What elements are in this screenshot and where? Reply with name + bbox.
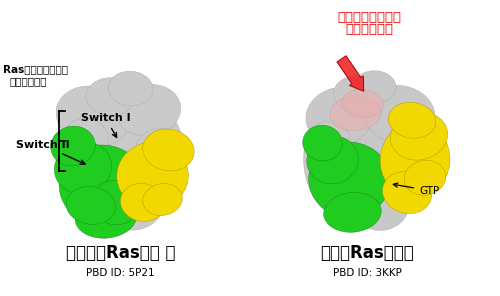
Ellipse shape xyxy=(56,86,186,230)
Ellipse shape xyxy=(54,142,112,194)
Text: Switch I: Switch I xyxy=(81,113,130,137)
Text: 結合する領域: 結合する領域 xyxy=(10,77,47,87)
Ellipse shape xyxy=(64,118,108,158)
Ellipse shape xyxy=(56,86,130,147)
Ellipse shape xyxy=(108,71,153,106)
Ellipse shape xyxy=(356,188,408,231)
Ellipse shape xyxy=(59,145,146,226)
Text: Rasが標的蛋白質と: Rasが標的蛋白質と xyxy=(4,64,68,74)
Ellipse shape xyxy=(142,184,182,215)
Text: ポケット構造: ポケット構造 xyxy=(346,22,394,36)
Ellipse shape xyxy=(302,125,343,161)
Ellipse shape xyxy=(307,136,358,184)
Ellipse shape xyxy=(386,129,433,167)
Ellipse shape xyxy=(117,142,188,210)
Ellipse shape xyxy=(304,88,431,228)
Ellipse shape xyxy=(50,126,96,166)
Ellipse shape xyxy=(309,121,350,159)
Ellipse shape xyxy=(136,128,186,168)
Ellipse shape xyxy=(116,84,180,136)
Ellipse shape xyxy=(380,121,450,199)
Ellipse shape xyxy=(308,142,390,217)
Text: ＜既存のRas構造 ＞: ＜既存のRas構造 ＞ xyxy=(66,244,176,262)
Text: Switch II: Switch II xyxy=(16,140,85,164)
Ellipse shape xyxy=(382,171,432,214)
Ellipse shape xyxy=(306,87,373,145)
Ellipse shape xyxy=(108,185,162,230)
Text: PBD ID: 5P21: PBD ID: 5P21 xyxy=(86,268,155,278)
Text: 薬剤が結合可能な: 薬剤が結合可能な xyxy=(338,11,402,24)
Ellipse shape xyxy=(75,197,136,238)
Ellipse shape xyxy=(342,89,383,117)
Ellipse shape xyxy=(91,180,140,225)
Ellipse shape xyxy=(66,186,116,224)
Text: GTP: GTP xyxy=(394,183,440,196)
Ellipse shape xyxy=(86,78,136,115)
Ellipse shape xyxy=(388,102,436,138)
Ellipse shape xyxy=(330,96,381,131)
Ellipse shape xyxy=(390,112,448,160)
FancyArrow shape xyxy=(337,56,363,91)
Text: ＜新規Ras構造＞: ＜新規Ras構造＞ xyxy=(320,244,414,262)
Ellipse shape xyxy=(324,192,381,232)
Ellipse shape xyxy=(334,76,382,111)
Ellipse shape xyxy=(142,129,194,171)
Text: PBD ID: 3KKP: PBD ID: 3KKP xyxy=(333,268,402,278)
Ellipse shape xyxy=(364,86,435,143)
Ellipse shape xyxy=(354,71,396,102)
Ellipse shape xyxy=(404,160,446,195)
Ellipse shape xyxy=(328,181,366,210)
Ellipse shape xyxy=(120,184,165,221)
